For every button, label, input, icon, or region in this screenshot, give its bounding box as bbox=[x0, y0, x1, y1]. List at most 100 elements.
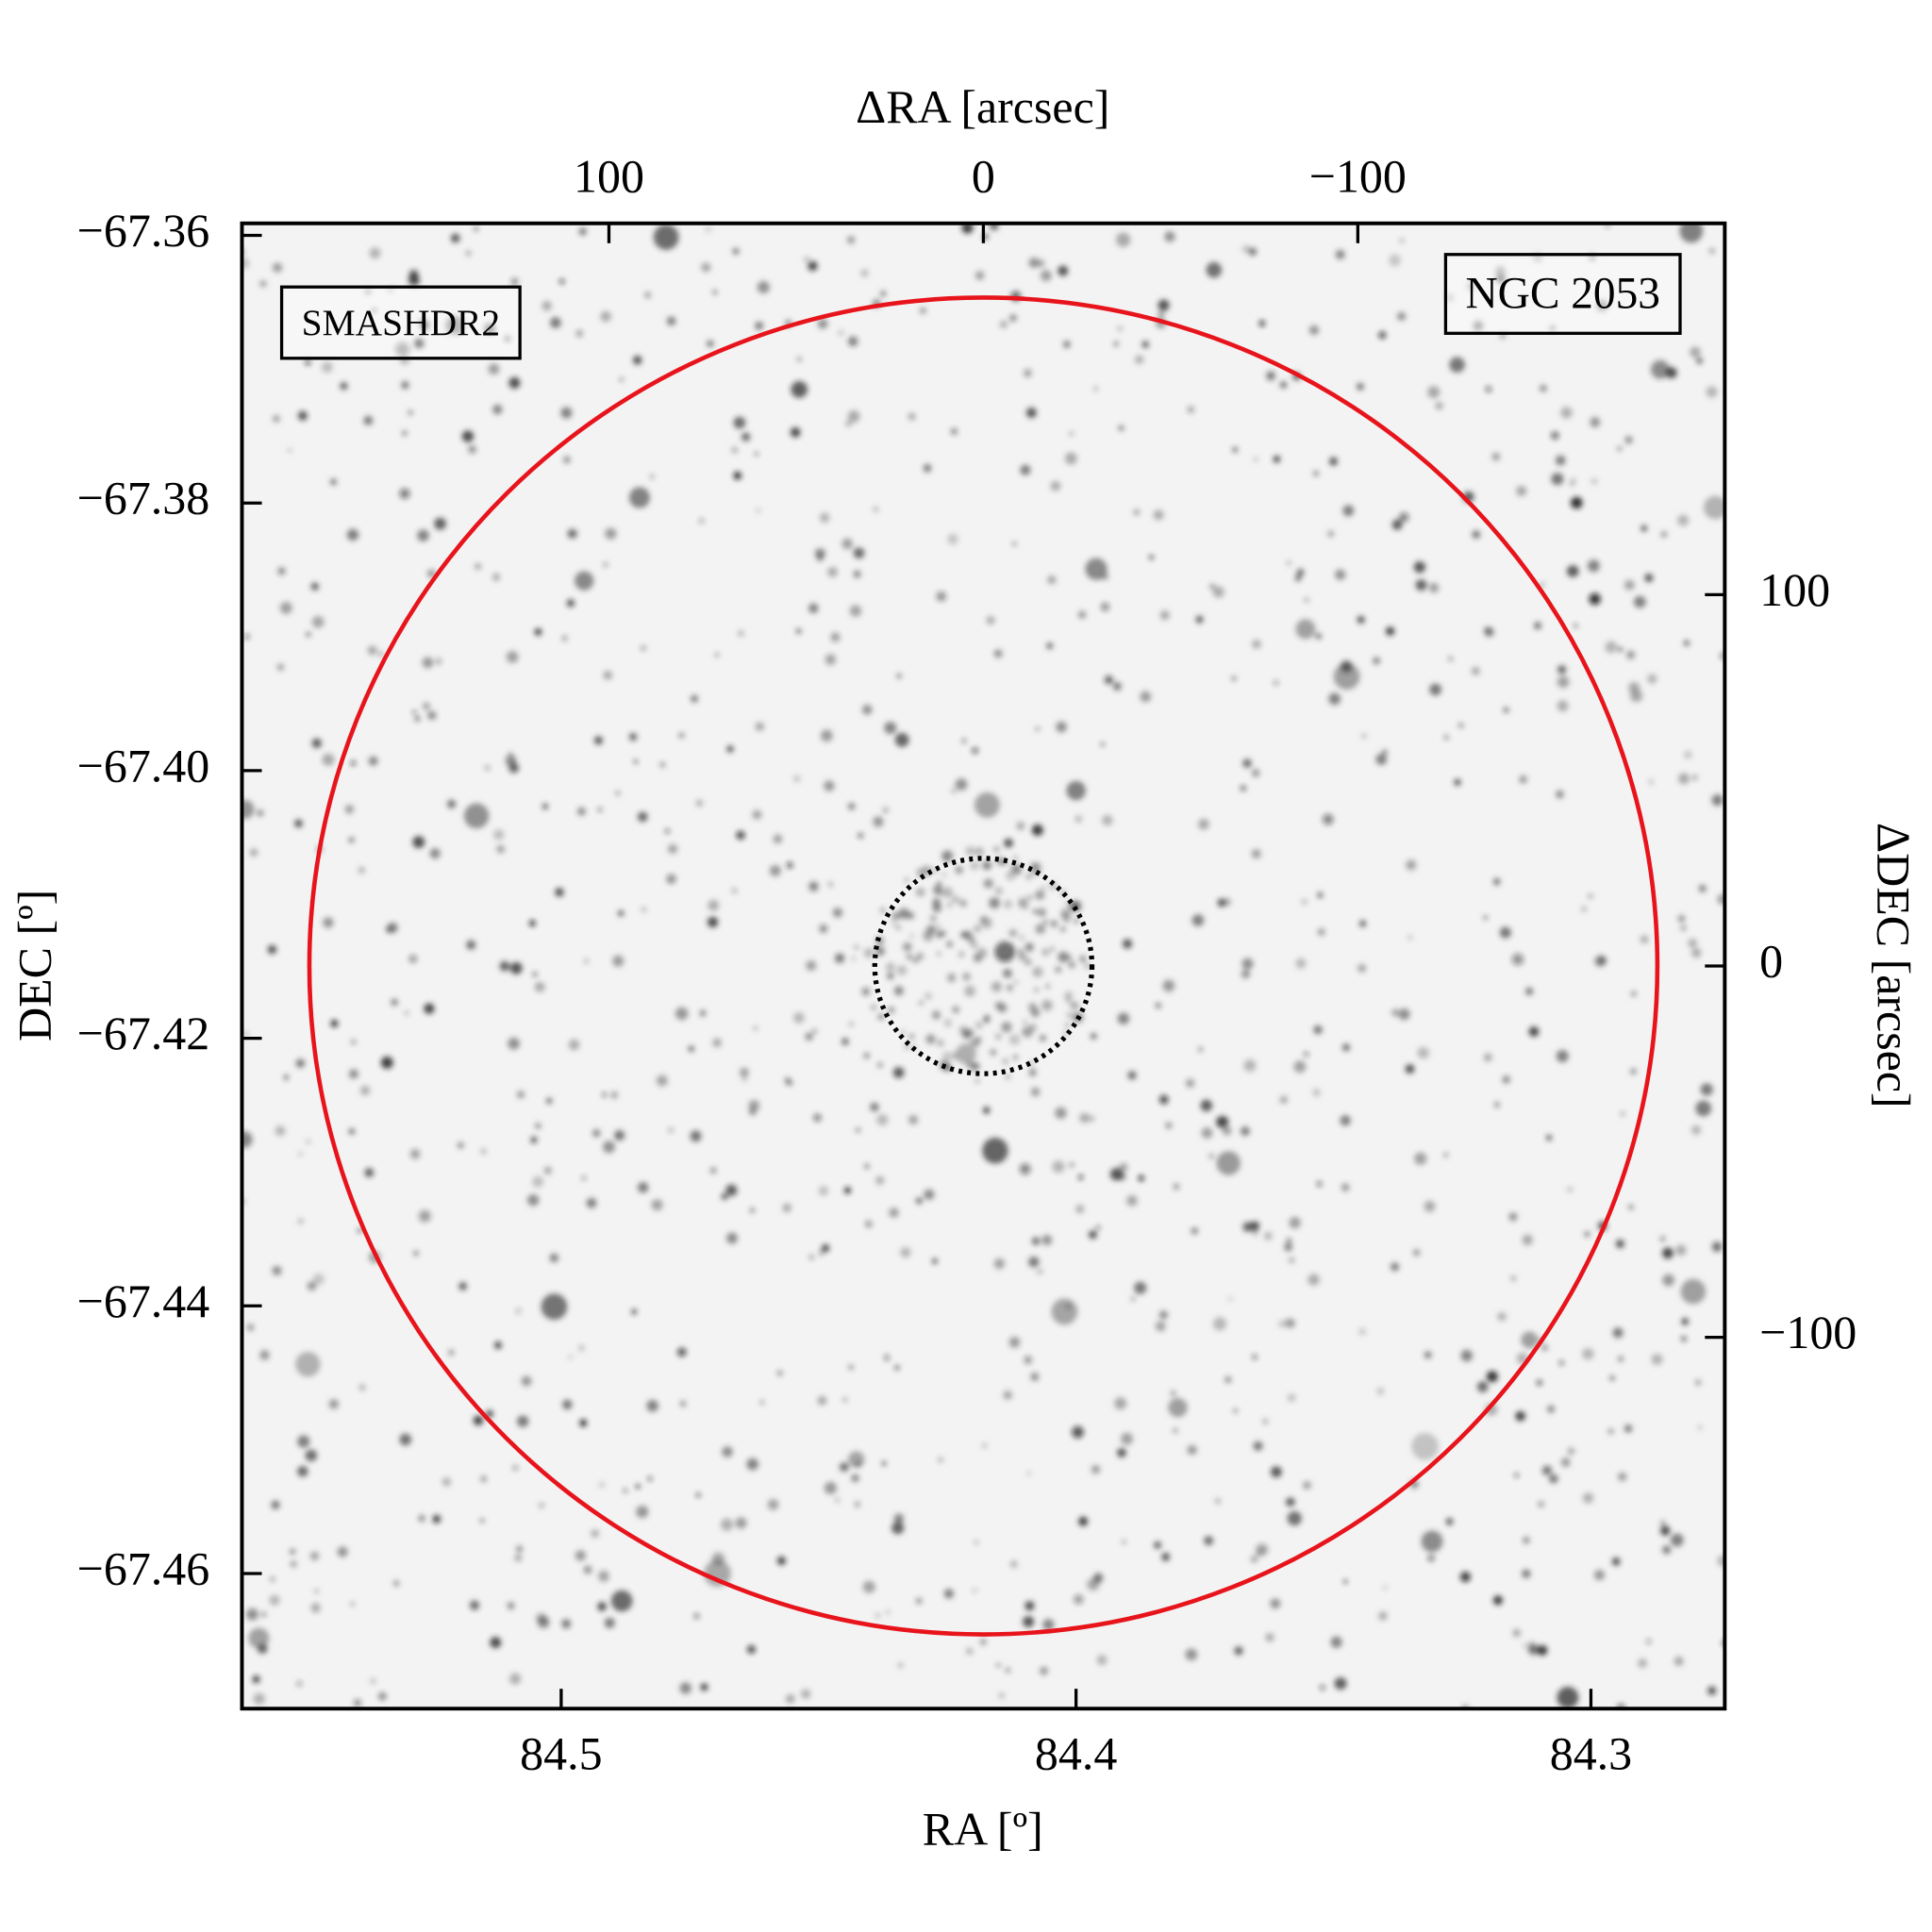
star bbox=[1009, 314, 1017, 322]
star bbox=[982, 1138, 1008, 1164]
star bbox=[297, 1435, 310, 1448]
star bbox=[1131, 1296, 1136, 1301]
star bbox=[1212, 586, 1224, 598]
star bbox=[246, 1324, 255, 1331]
star bbox=[856, 1127, 860, 1133]
star bbox=[1624, 579, 1635, 591]
star bbox=[1024, 1356, 1032, 1364]
star bbox=[1051, 1298, 1078, 1325]
star bbox=[864, 1220, 873, 1228]
star bbox=[1397, 311, 1407, 321]
star bbox=[512, 1465, 518, 1471]
y-tick-label: −67.42 bbox=[77, 1007, 210, 1059]
star bbox=[402, 430, 408, 436]
star bbox=[1698, 884, 1707, 892]
star bbox=[401, 381, 409, 390]
star bbox=[722, 1446, 733, 1457]
star bbox=[1074, 918, 1079, 924]
star bbox=[591, 1529, 599, 1538]
star bbox=[1556, 790, 1564, 799]
star bbox=[270, 1576, 275, 1582]
star bbox=[1209, 583, 1216, 590]
star bbox=[1711, 1241, 1723, 1252]
star bbox=[1317, 891, 1324, 899]
star bbox=[1508, 1212, 1518, 1222]
star bbox=[646, 1400, 658, 1412]
star bbox=[1400, 239, 1405, 243]
star bbox=[1254, 457, 1258, 462]
star bbox=[1471, 666, 1480, 675]
star bbox=[550, 317, 561, 328]
star bbox=[605, 527, 617, 540]
star bbox=[970, 860, 980, 871]
star bbox=[1050, 480, 1061, 491]
star bbox=[466, 940, 476, 950]
star bbox=[1224, 1376, 1232, 1383]
star bbox=[445, 316, 465, 335]
star bbox=[1293, 1060, 1307, 1074]
star bbox=[755, 321, 764, 330]
star bbox=[612, 955, 625, 967]
star bbox=[754, 451, 759, 457]
star bbox=[1215, 1498, 1221, 1504]
star bbox=[1035, 726, 1041, 732]
star bbox=[1494, 1102, 1500, 1108]
star bbox=[1534, 622, 1541, 630]
x-tick-label: 84.5 bbox=[520, 1726, 602, 1779]
star bbox=[1391, 1262, 1400, 1272]
star bbox=[1093, 386, 1098, 391]
star bbox=[991, 981, 1002, 992]
star bbox=[628, 732, 638, 741]
star bbox=[1651, 1354, 1663, 1365]
star bbox=[1638, 1658, 1647, 1669]
star bbox=[337, 1546, 348, 1557]
star bbox=[1497, 1312, 1507, 1322]
star bbox=[1435, 402, 1443, 410]
left-axis-title: DEC [º] bbox=[8, 890, 61, 1041]
star bbox=[782, 1203, 791, 1213]
star bbox=[432, 1514, 441, 1524]
star bbox=[874, 1613, 880, 1619]
star bbox=[412, 710, 417, 715]
star bbox=[994, 887, 1003, 895]
star bbox=[289, 1548, 296, 1555]
star bbox=[408, 275, 420, 287]
star bbox=[748, 1108, 757, 1116]
star bbox=[1055, 966, 1061, 973]
star bbox=[603, 1141, 615, 1154]
star bbox=[731, 888, 738, 894]
star bbox=[862, 704, 873, 715]
star bbox=[480, 1475, 488, 1483]
star bbox=[578, 227, 587, 236]
star bbox=[322, 753, 335, 766]
star bbox=[974, 271, 985, 280]
star bbox=[614, 790, 621, 796]
star bbox=[1273, 455, 1281, 463]
star bbox=[1034, 987, 1040, 992]
star bbox=[463, 803, 490, 829]
star bbox=[731, 446, 739, 454]
star bbox=[367, 645, 377, 656]
star bbox=[908, 1115, 919, 1125]
star bbox=[1075, 1205, 1085, 1214]
star bbox=[824, 780, 835, 791]
star bbox=[359, 1085, 371, 1096]
star bbox=[1519, 774, 1527, 784]
star bbox=[959, 899, 967, 908]
star bbox=[1626, 650, 1636, 659]
star bbox=[1127, 1071, 1137, 1080]
star bbox=[1040, 1666, 1048, 1675]
star bbox=[1691, 947, 1702, 958]
star bbox=[492, 574, 500, 581]
star bbox=[1645, 1639, 1652, 1644]
star bbox=[1615, 1239, 1624, 1248]
star bbox=[936, 881, 942, 887]
star bbox=[1457, 722, 1464, 728]
star bbox=[508, 376, 521, 389]
star bbox=[1335, 249, 1345, 259]
star bbox=[1074, 815, 1083, 823]
star bbox=[1117, 1448, 1126, 1457]
star bbox=[733, 471, 741, 480]
star bbox=[1024, 942, 1034, 952]
star bbox=[932, 897, 941, 907]
